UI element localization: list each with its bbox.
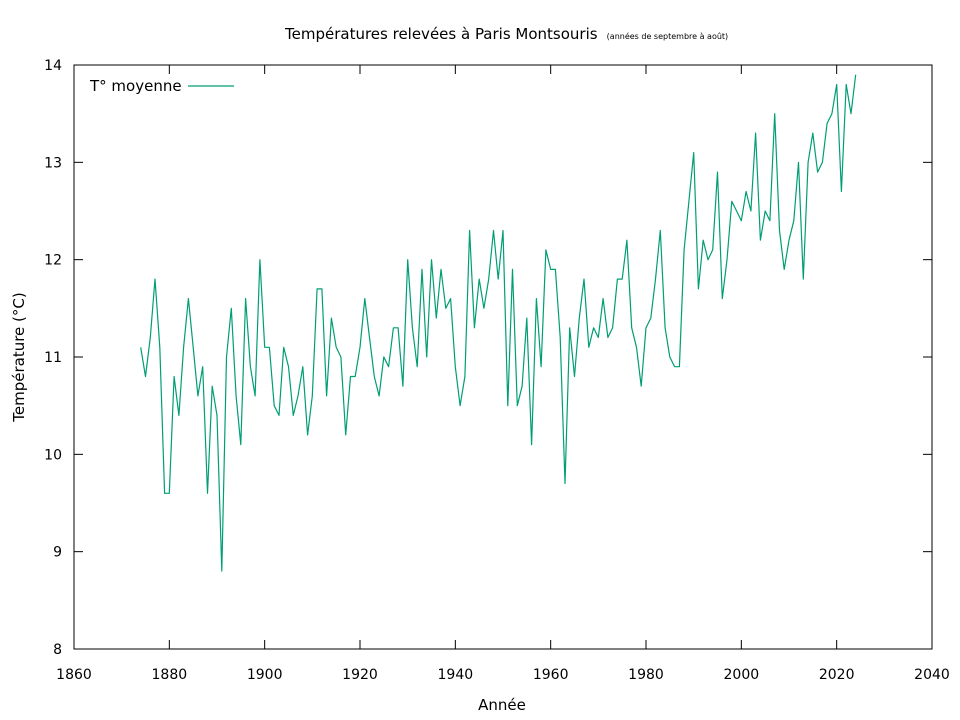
- legend: T° moyenne: [89, 77, 234, 95]
- y-axis-label: Température (°C): [10, 292, 28, 422]
- y-tick-label: 10: [44, 447, 62, 463]
- x-tick-label: 2020: [819, 667, 855, 683]
- y-axis: 8 9 10 11 12 13 14: [44, 58, 932, 658]
- x-axis-label: Année: [478, 696, 526, 714]
- x-axis: 1860 1880 1900 1920 1940 1960 1980 2000 2020 2040: [56, 65, 950, 683]
- legend-label-t-moyenne: T° moyenne: [89, 77, 182, 95]
- x-tick-label: 1980: [628, 667, 664, 683]
- y-tick-label: 8: [53, 642, 62, 658]
- y-tick-label: 12: [44, 253, 62, 269]
- y-tick-label: 13: [44, 155, 62, 171]
- chart-title-main: Températures relevées à Paris Montsouris: [284, 25, 598, 43]
- y-tick-label: 9: [53, 545, 62, 561]
- chart-subtitle: (années de septembre à août): [607, 31, 729, 41]
- x-tick-label: 2040: [914, 667, 950, 683]
- y-tick-label: 14: [44, 58, 62, 74]
- x-tick-label: 1940: [438, 667, 474, 683]
- series-line-0: [140, 74, 857, 572]
- x-tick-label: 1860: [56, 667, 92, 683]
- plot-frame: [73, 64, 933, 650]
- series-group: [140, 74, 857, 572]
- x-tick-label: 1880: [152, 667, 188, 683]
- x-tick-label: 1960: [533, 667, 569, 683]
- y-tick-label: 11: [44, 350, 62, 366]
- svg-text:Températures relevées à Paris: Températures relevées à Paris Montsouris…: [284, 24, 728, 43]
- x-tick-label: 1900: [247, 667, 283, 683]
- chart-title: Températures relevées à Paris Montsouris…: [284, 24, 728, 43]
- x-tick-label: 1920: [342, 667, 378, 683]
- x-tick-label: 2000: [724, 667, 760, 683]
